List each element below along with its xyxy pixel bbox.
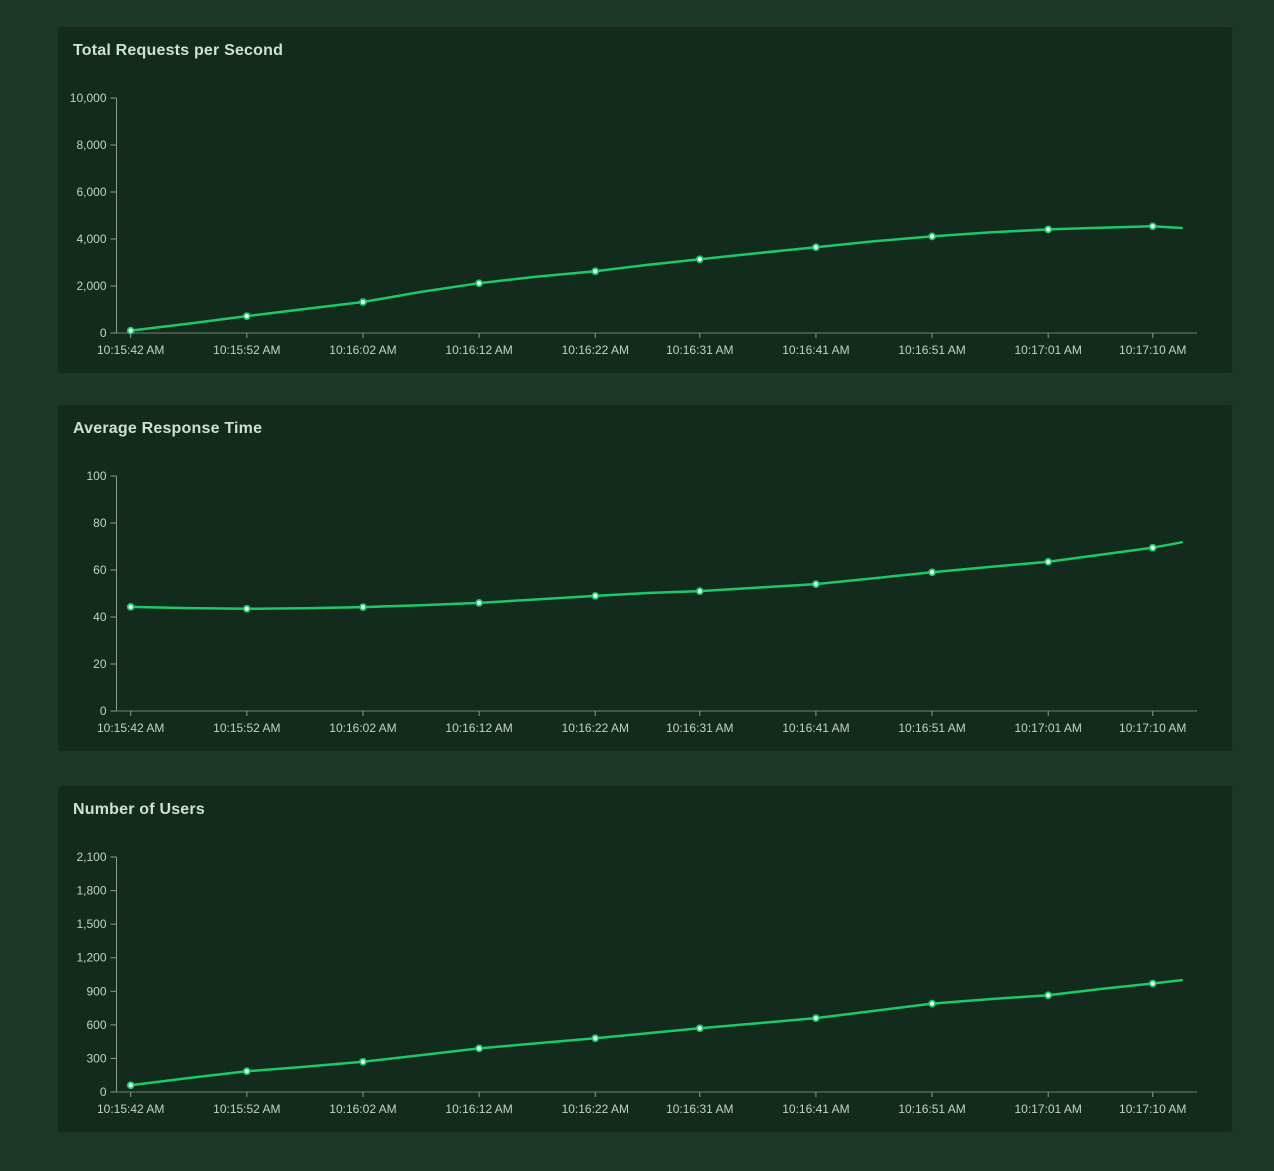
y-axis-label: 600 <box>86 1018 106 1032</box>
y-axis-label: 2,100 <box>76 850 106 864</box>
y-axis-label: 10,000 <box>70 91 107 105</box>
data-point-marker <box>812 243 820 252</box>
x-axis-label: 10:16:51 AM <box>898 1102 965 1116</box>
y-axis-label: 6,000 <box>76 185 106 199</box>
x-axis-label: 10:15:52 AM <box>213 721 280 735</box>
x-axis-label: 10:16:12 AM <box>445 1102 512 1116</box>
y-axis-label: 20 <box>93 657 107 671</box>
data-point-marker <box>591 1034 600 1043</box>
x-axis-label: 10:15:42 AM <box>97 721 164 735</box>
x-axis-label: 10:16:41 AM <box>782 721 849 735</box>
average-response-time-chart: 0 20 40 60 80 100 10:15:42 AM 10:15:52 AM 10:16:… <box>86 469 1197 735</box>
x-axis-label: 10:16:12 AM <box>445 721 512 735</box>
data-point-marker <box>1044 991 1053 1000</box>
chart-title-number-of-users: Number of Users <box>73 801 205 818</box>
data-point-marker <box>359 1057 367 1066</box>
y-axis-label: 1,200 <box>76 951 106 965</box>
data-point-marker <box>242 312 251 320</box>
data-point-marker <box>1148 222 1157 231</box>
y-axis-label: 0 <box>100 704 107 718</box>
y-axis-label: 100 <box>86 469 106 483</box>
x-axis-label: 10:16:31 AM <box>666 721 733 735</box>
x-axis-label: 10:17:10 AM <box>1119 721 1186 735</box>
data-point-marker <box>928 232 936 241</box>
data-point-marker <box>242 1067 251 1076</box>
y-axis-label: 1,500 <box>76 917 106 931</box>
chart-title-total-requests-per-second: Total Requests per Second <box>73 42 284 59</box>
y-axis-label: 0 <box>100 1085 107 1099</box>
y-axis-label: 2,000 <box>76 279 106 293</box>
data-point-marker <box>126 603 135 611</box>
x-axis-label: 10:16:02 AM <box>329 1102 396 1116</box>
data-point-marker <box>475 599 483 607</box>
data-point-marker <box>928 568 936 577</box>
x-axis-label: 10:15:42 AM <box>97 343 164 357</box>
data-point-marker <box>591 592 600 600</box>
total-requests-per-second-chart: 0 2,000 4,000 6,000 8,000 10,000 10:15:42 AM 10… <box>70 91 1197 357</box>
x-axis-label: 10:16:41 AM <box>782 1102 849 1116</box>
y-axis-label: 8,000 <box>76 138 106 152</box>
data-point-marker <box>812 1014 820 1022</box>
data-point-marker <box>126 1081 135 1090</box>
data-point-marker <box>242 604 251 613</box>
x-axis-label: 10:16:22 AM <box>562 1102 629 1116</box>
y-axis-label: 4,000 <box>76 232 106 246</box>
chart-card-total-requests-per-second: Total Requests per Second 0 2,000 4,000 6,0… <box>57 26 1233 374</box>
chart-title-average-response-time: Average Response Time <box>73 420 263 437</box>
data-point-marker <box>126 326 135 335</box>
x-axis-label: 10:17:01 AM <box>1015 1102 1082 1116</box>
line-series <box>129 541 1184 611</box>
y-axis-label: 80 <box>93 516 107 530</box>
y-axis-label: 40 <box>93 610 107 624</box>
x-axis-label: 10:17:01 AM <box>1015 721 1082 735</box>
x-axis-label: 10:17:01 AM <box>1015 343 1082 357</box>
number-of-users-chart: 0 300 600 900 1,200 1,500 1,800 2,100 10:15:42 A… <box>76 850 1197 1116</box>
x-axis-label: 10:16:41 AM <box>782 343 849 357</box>
data-point-marker <box>359 298 367 306</box>
data-point-marker <box>359 603 367 611</box>
data-point-marker <box>695 587 704 595</box>
x-axis-label: 10:16:02 AM <box>329 343 396 357</box>
y-axis-label: 1,800 <box>76 884 106 898</box>
y-axis-label: 60 <box>93 563 107 577</box>
x-axis-label: 10:16:31 AM <box>666 343 733 357</box>
data-point-marker <box>695 1024 704 1033</box>
line-series <box>129 225 1184 332</box>
x-axis-label: 10:16:22 AM <box>562 343 629 357</box>
chart-card-average-response-time: Average Response Time 0 20 40 60 80 100 10:15:… <box>57 404 1233 752</box>
x-axis-label: 10:16:31 AM <box>666 1102 733 1116</box>
y-axis-label: 300 <box>86 1051 106 1065</box>
x-axis-label: 10:15:52 AM <box>213 343 280 357</box>
data-point-marker <box>695 255 704 264</box>
data-point-marker <box>1044 225 1053 234</box>
data-point-marker <box>1148 979 1157 988</box>
data-point-marker <box>1148 543 1157 552</box>
data-point-marker <box>928 999 936 1008</box>
data-point-marker <box>1044 557 1053 566</box>
x-axis-label: 10:17:10 AM <box>1119 343 1186 357</box>
data-point-marker <box>475 279 483 288</box>
chart-card-number-of-users: Number of Users 0 300 600 900 1,200 1,500 1,80… <box>57 785 1233 1133</box>
x-axis-label: 10:15:52 AM <box>213 1102 280 1116</box>
x-axis-label: 10:16:51 AM <box>898 343 965 357</box>
x-axis-label: 10:16:12 AM <box>445 343 512 357</box>
data-point-marker <box>591 267 600 276</box>
y-axis-label: 900 <box>86 984 106 998</box>
y-axis-label: 0 <box>100 326 107 340</box>
x-axis-label: 10:16:02 AM <box>329 721 396 735</box>
line-series <box>129 978 1184 1087</box>
data-point-marker <box>812 580 820 588</box>
x-axis-label: 10:17:10 AM <box>1119 1102 1186 1116</box>
x-axis-label: 10:15:42 AM <box>97 1102 164 1116</box>
data-point-marker <box>475 1044 483 1053</box>
x-axis-label: 10:16:22 AM <box>562 721 629 735</box>
x-axis-label: 10:16:51 AM <box>898 721 965 735</box>
